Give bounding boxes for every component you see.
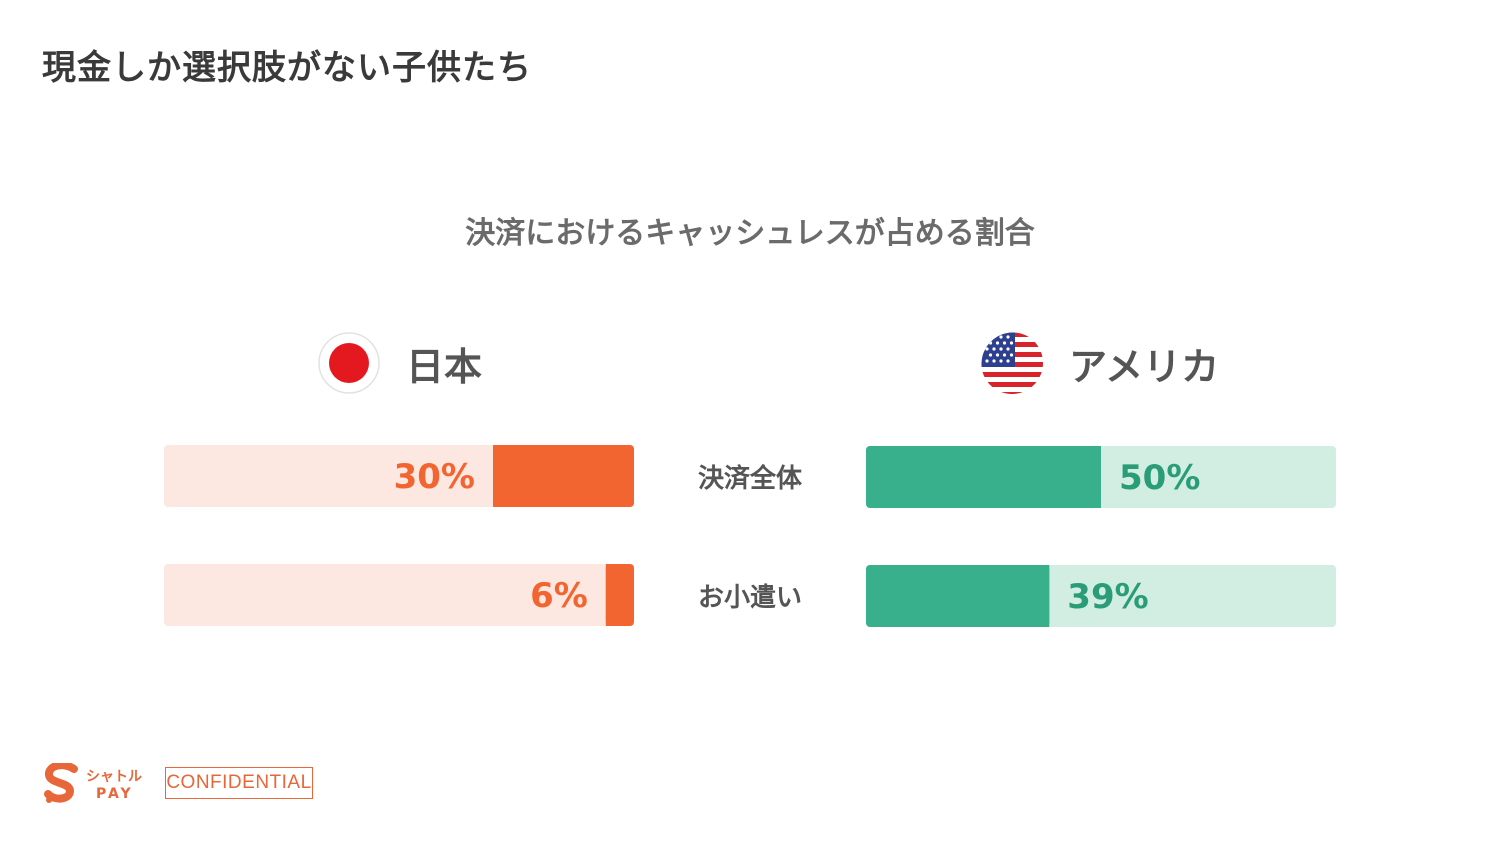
legend-japan: 日本 xyxy=(318,330,482,396)
chart-title: 決済におけるキャッシュレスが占める割合 xyxy=(465,216,1035,251)
bar-japan-overall xyxy=(493,445,634,507)
data-label-japan-overall: 30% xyxy=(394,457,475,497)
logo-text-bottom: PAY xyxy=(96,786,134,802)
category-label-allowance: お小遣い xyxy=(697,583,802,613)
data-label-japan-allowance: 6% xyxy=(530,576,588,616)
country-name-japan: 日本 xyxy=(406,344,483,389)
category-label-overall: 決済全体 xyxy=(697,464,802,494)
page-title: 現金しか選択肢がない子供たち xyxy=(42,48,532,88)
confidential-badge: CONFIDENTIAL xyxy=(165,767,313,799)
bar-track-japan-allowance xyxy=(164,564,634,626)
bar-usa-overall xyxy=(866,446,1101,508)
logo-text-top: シャトル xyxy=(86,769,142,785)
shuttle-pay-logo: シャトル PAY xyxy=(44,761,154,805)
bar-usa-allowance xyxy=(866,565,1050,627)
legend-usa: アメリカ xyxy=(981,330,1219,396)
country-name-usa: アメリカ xyxy=(1069,344,1220,389)
data-label-usa-overall: 50% xyxy=(1119,458,1200,498)
bar-japan-allowance xyxy=(605,564,634,626)
data-label-usa-allowance: 39% xyxy=(1067,577,1148,617)
japan-flag-icon xyxy=(318,332,380,394)
